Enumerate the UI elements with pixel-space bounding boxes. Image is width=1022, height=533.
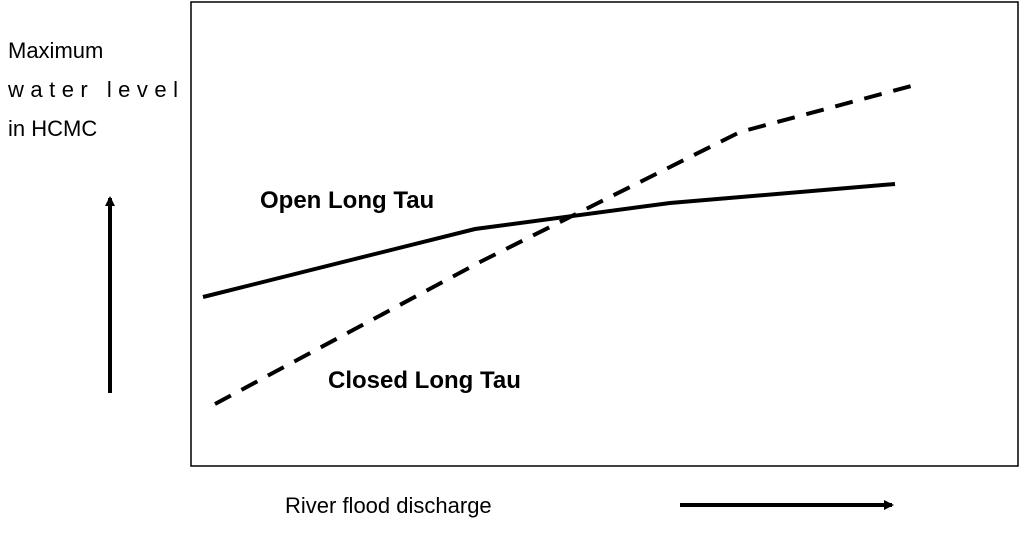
x-label: River flood discharge [285,493,492,518]
y-label-line: in HCMC [8,116,97,141]
frame [190,1,1019,467]
closed-curve [214,83,916,406]
closed-label: Closed Long Tau [328,367,521,394]
y-label-line: water level [7,77,178,102]
open-label: Open Long Tau [260,187,434,214]
y-label-line: Maximum [8,38,103,63]
